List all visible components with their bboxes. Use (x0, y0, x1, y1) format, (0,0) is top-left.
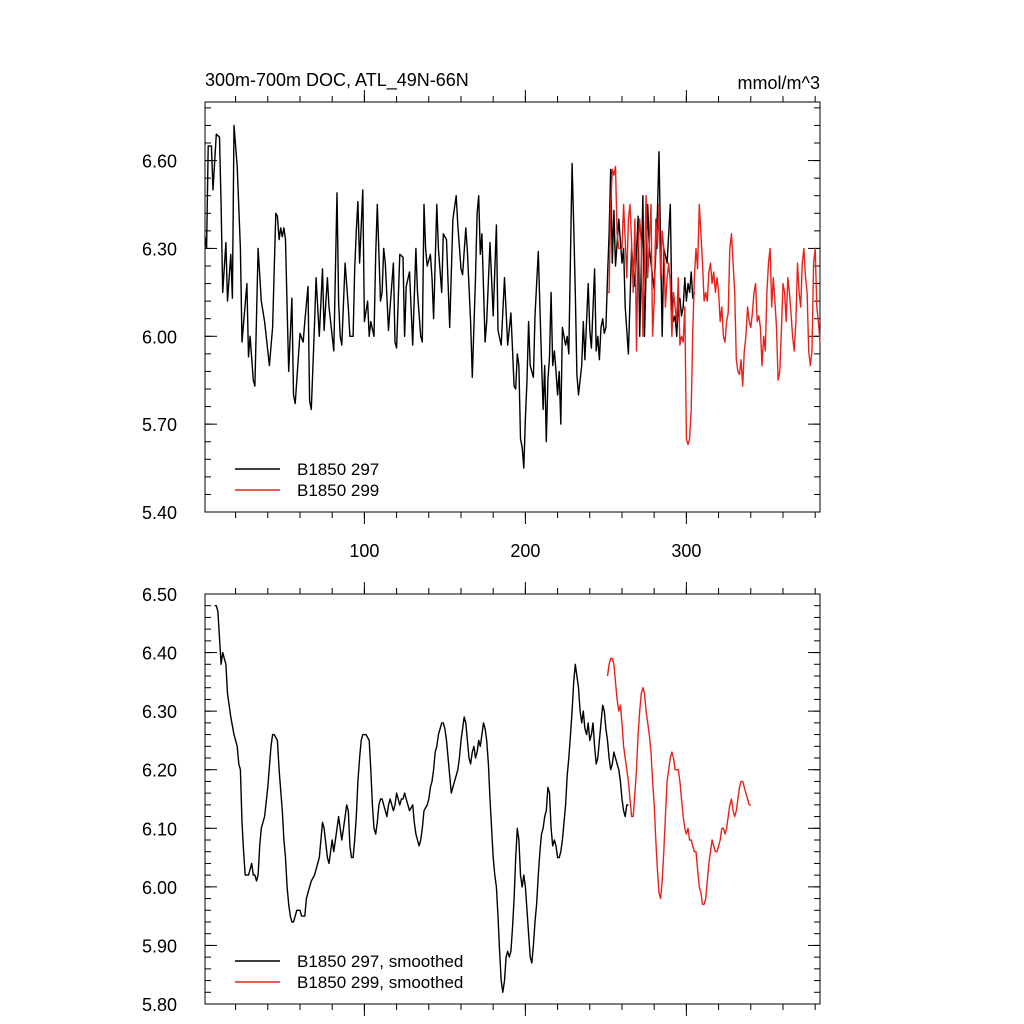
bottom-ytick-label: 5.80 (142, 995, 177, 1015)
top-xtick-label: 100 (349, 541, 379, 561)
chart-title: 300m-700m DOC, ATL_49N-66N (205, 70, 469, 91)
top-legend-label-1: B1850 297 (297, 460, 379, 479)
top-plot-frame (204, 101, 821, 513)
top-ytick-label: 5.70 (142, 415, 177, 435)
bottom-ytick-label: 5.90 (142, 936, 177, 956)
bottom-panel: 5.80 5.90 6.00 6.10 6.20 6.30 6.40 6.50 B1850 29… (142, 582, 821, 1016)
units-label: mmol/m^3 (738, 73, 820, 93)
top-ytick-label: 5.40 (142, 503, 177, 523)
bottom-ytick-label: 6.40 (142, 644, 177, 664)
bottom-ytick-label: 6.20 (142, 761, 177, 781)
top-xtick-label: 300 (671, 541, 701, 561)
bottom-ytick-label: 6.10 (142, 819, 177, 839)
top-xtick-label: 200 (510, 541, 540, 561)
bottom-ytick-label: 6.30 (142, 702, 177, 722)
top-panel: 300m-700m DOC, ATL_49N-66N mmol/m^3 5.40 5.… (142, 70, 821, 561)
top-ytick-label: 6.00 (142, 327, 177, 347)
top-series-line-2 (607, 165, 821, 446)
bottom-series-line-2 (606, 657, 751, 906)
bottom-legend-label-1: B1850 297, smoothed (297, 952, 463, 971)
top-legend-label-2: B1850 299 (297, 481, 379, 500)
bottom-ytick-label: 6.50 (142, 585, 177, 605)
top-ytick-label: 6.60 (142, 152, 177, 172)
bottom-series-line-1 (214, 605, 629, 993)
top-series-line-1 (204, 124, 696, 469)
bottom-ytick-label: 6.00 (142, 878, 177, 898)
top-ytick-label: 6.30 (142, 239, 177, 259)
bottom-legend-label-2: B1850 299, smoothed (297, 973, 463, 992)
bottom-plot-frame (204, 593, 821, 1005)
